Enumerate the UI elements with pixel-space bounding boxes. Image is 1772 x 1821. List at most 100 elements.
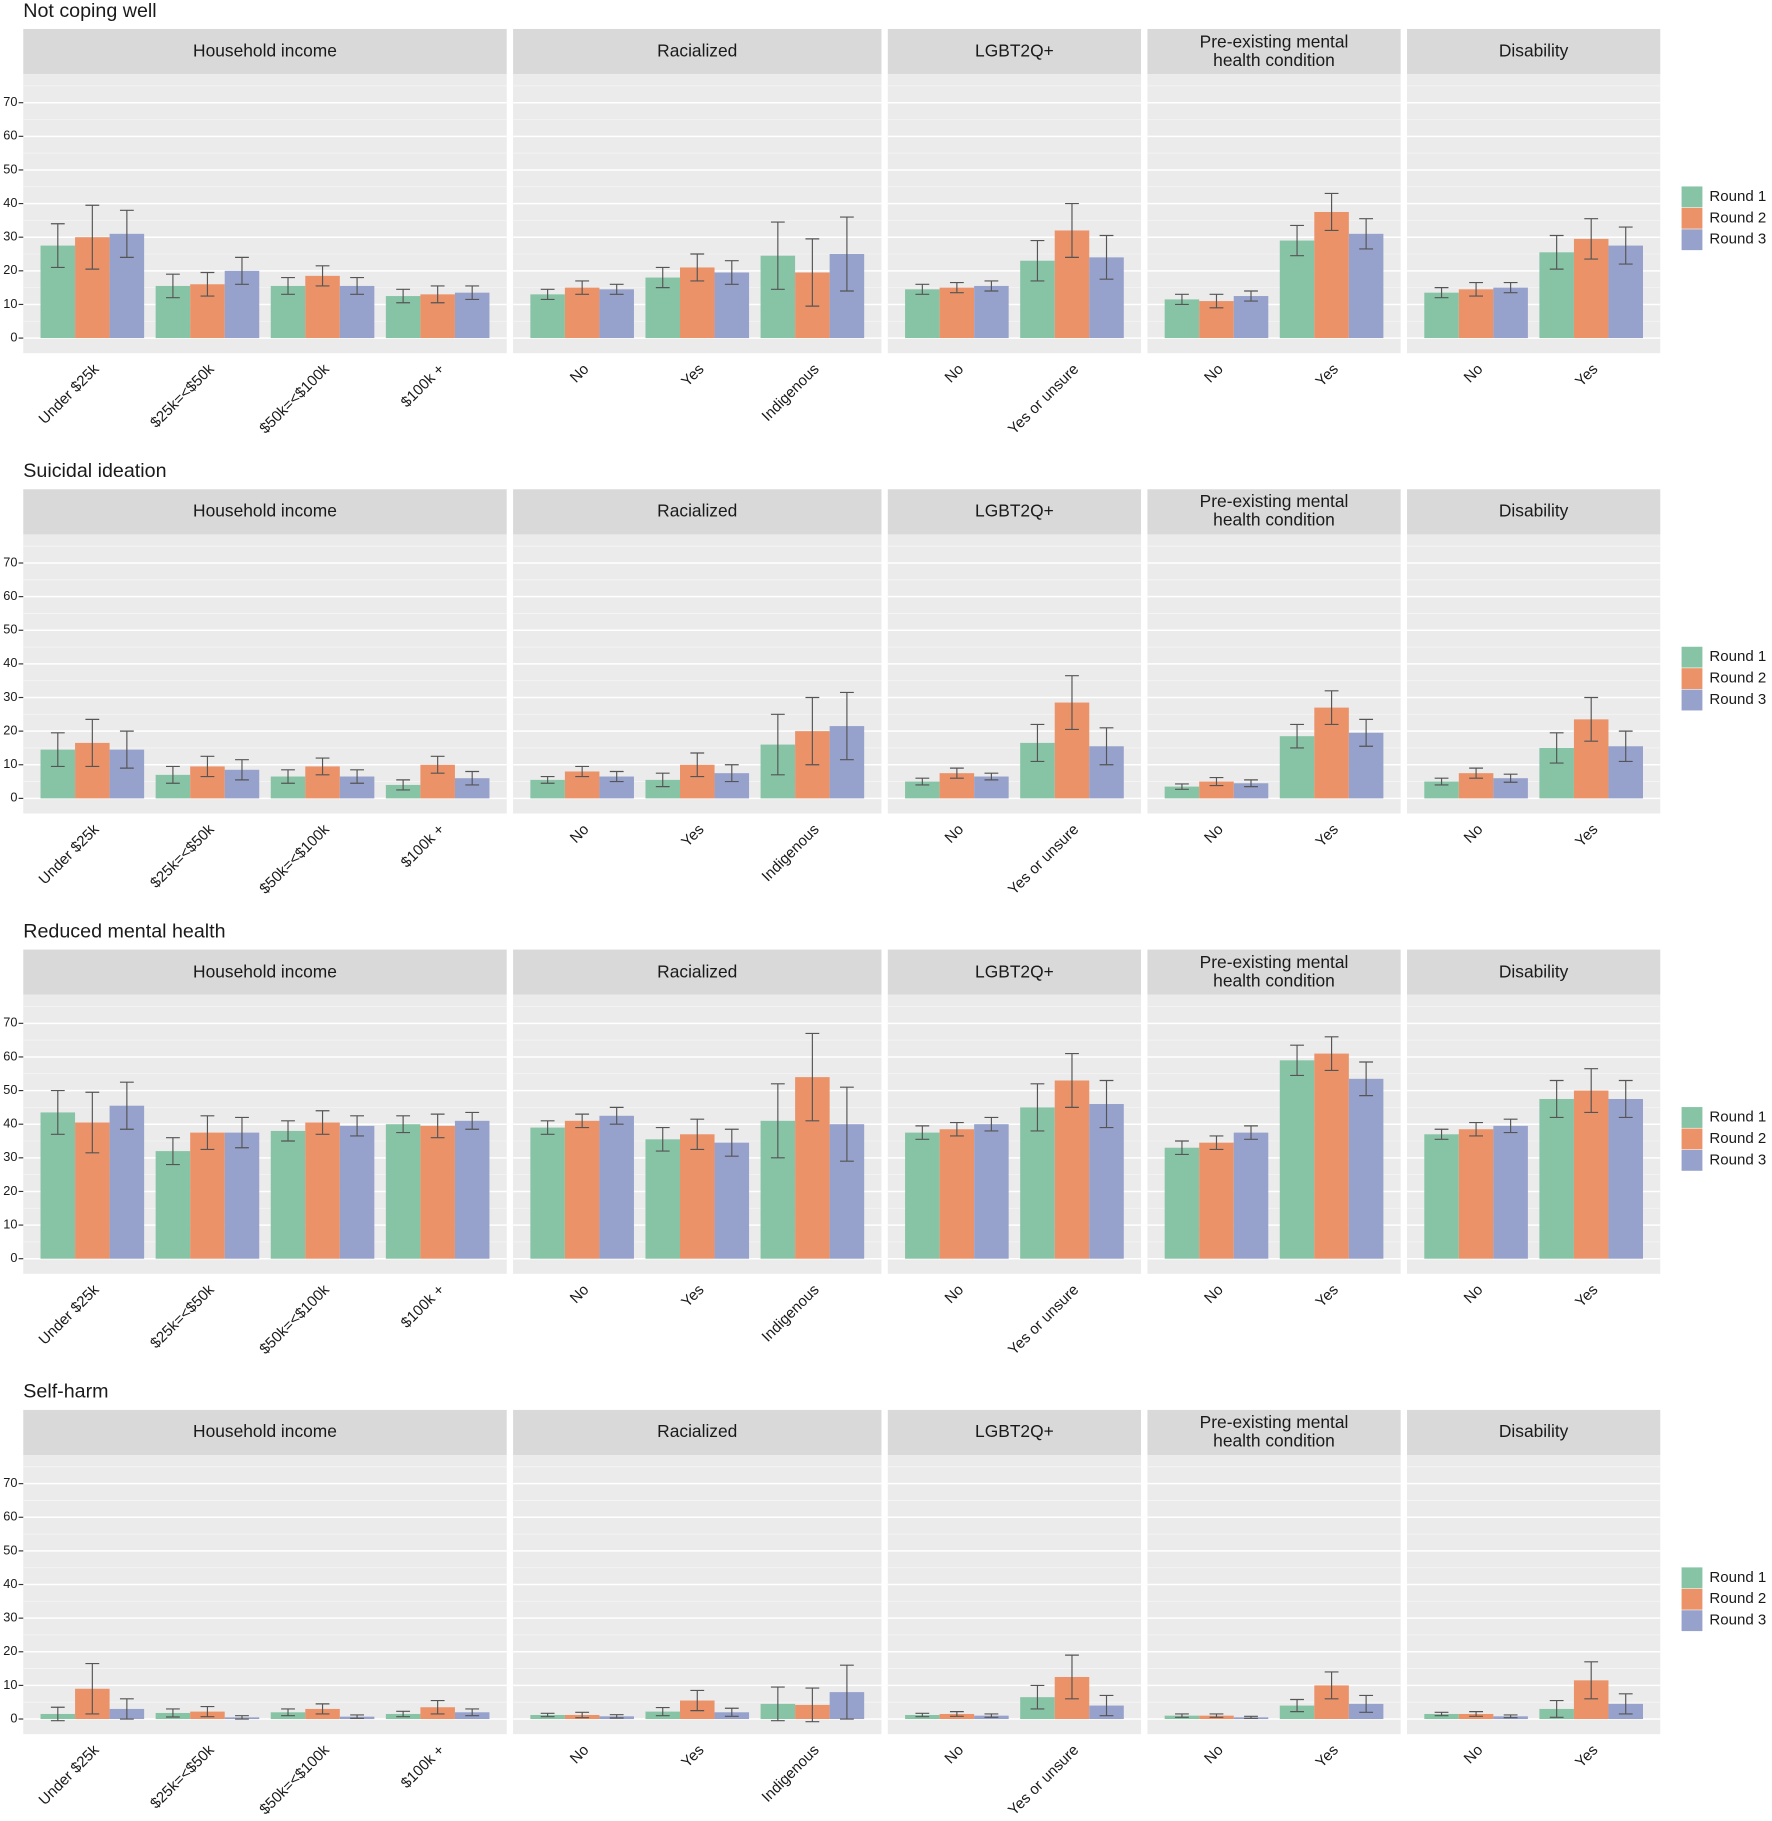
x-tick-label: $50k=<$100k xyxy=(256,1281,333,1358)
x-tick-label: No xyxy=(942,361,968,387)
bar xyxy=(1233,1132,1269,1259)
error-bar xyxy=(1030,239,1045,282)
bar xyxy=(270,776,306,799)
error-bar xyxy=(1469,1711,1483,1717)
x-tick-label: Yes xyxy=(1312,1742,1341,1771)
error-bar xyxy=(1618,1693,1633,1715)
x-tick-label: Yes xyxy=(1572,361,1601,390)
legend-label: Round 1 xyxy=(1709,1108,1766,1125)
error-bar xyxy=(770,1083,785,1159)
error-bar xyxy=(1324,690,1339,725)
error-bar xyxy=(166,1708,180,1718)
bar xyxy=(974,1124,1009,1259)
bar xyxy=(1314,211,1349,339)
error-bar xyxy=(1549,1079,1564,1119)
error-bar xyxy=(1359,718,1374,747)
facet-title: Racialized xyxy=(657,961,738,982)
bar xyxy=(1233,296,1269,339)
error-bar xyxy=(540,1120,555,1135)
error-bar xyxy=(1324,1036,1339,1071)
facet-title: LGBT2Q+ xyxy=(975,501,1054,522)
x-tick-label: Under $25k xyxy=(36,821,103,888)
x-tick-label: Yes xyxy=(678,361,707,390)
error-bar xyxy=(805,1687,820,1723)
chart-title: Not coping well xyxy=(23,0,156,22)
bar xyxy=(454,1120,490,1259)
error-bar xyxy=(430,1699,445,1715)
facet-strip xyxy=(23,489,507,535)
bar xyxy=(1233,783,1269,799)
facet-strip xyxy=(1147,489,1401,535)
y-tick-label: 60 xyxy=(3,588,17,603)
error-bar xyxy=(1434,287,1449,299)
facet-title: Racialized xyxy=(657,501,738,522)
x-tick-label: Indigenous xyxy=(759,821,823,885)
x-tick-label: Under $25k xyxy=(36,1281,103,1348)
error-bar xyxy=(1065,1053,1079,1108)
x-tick-label: Yes xyxy=(678,1281,707,1310)
facet-title: Disability xyxy=(1498,1422,1569,1442)
bar xyxy=(974,285,1009,339)
y-tick-label: 70 xyxy=(3,1015,17,1030)
facet-strip-label: Disability xyxy=(1499,42,1568,61)
error-bar xyxy=(119,1698,134,1720)
error-bar xyxy=(1549,732,1564,764)
legend-label: Round 3 xyxy=(1709,691,1766,708)
x-tick-label: Under $25k xyxy=(36,1741,103,1808)
error-bar xyxy=(281,1120,295,1142)
panel xyxy=(513,1455,882,1735)
panel xyxy=(887,1455,1142,1735)
legend-key xyxy=(1681,646,1703,668)
x-tick-label: $100k + xyxy=(398,1281,448,1331)
x-tick-label: No xyxy=(1461,1281,1487,1307)
chart-title: Self-harm xyxy=(23,1381,108,1403)
error-bar xyxy=(575,1711,590,1719)
error-bar xyxy=(350,276,364,295)
error-bar xyxy=(724,764,739,783)
y-tick-label: 60 xyxy=(3,1048,17,1063)
error-bar xyxy=(396,779,411,791)
error-bar xyxy=(1503,1714,1518,1719)
y-tick-label: 50 xyxy=(3,622,17,637)
error-bar xyxy=(915,1125,930,1140)
error-bar xyxy=(724,260,739,285)
bar xyxy=(339,1125,375,1259)
facet-title: Disability xyxy=(1498,501,1569,522)
bar xyxy=(305,1122,340,1259)
bar xyxy=(905,289,940,339)
legend-key xyxy=(1681,689,1703,711)
bar xyxy=(109,1105,145,1259)
facet-strip-label: Disability xyxy=(1498,1422,1569,1442)
error-bar xyxy=(915,283,930,295)
facet-strip-label: Racialized xyxy=(657,42,737,61)
bar xyxy=(1493,778,1528,799)
bar xyxy=(1458,289,1494,339)
legend-key xyxy=(1681,1107,1703,1128)
legend-key xyxy=(1681,229,1703,251)
error-bar xyxy=(540,288,555,300)
error-bar xyxy=(949,282,964,294)
error-bar xyxy=(50,1706,65,1722)
error-bar xyxy=(1290,224,1304,257)
x-tick-label: Indigenous xyxy=(759,1281,823,1345)
bar xyxy=(1424,1713,1459,1720)
error-bar xyxy=(85,1091,100,1154)
facet-strip-label: LGBT2Q+ xyxy=(975,42,1054,61)
error-bar xyxy=(1290,1044,1304,1077)
error-bar xyxy=(1175,1713,1189,1718)
error-bar xyxy=(281,276,295,295)
error-bar xyxy=(281,769,295,784)
y-tick-label: 30 xyxy=(3,1149,17,1164)
error-bar xyxy=(724,1128,739,1157)
error-bar xyxy=(1469,1121,1483,1137)
chart-title: Suicidal ideation xyxy=(23,460,166,482)
x-tick-label: No xyxy=(1201,1281,1227,1307)
bar xyxy=(974,776,1009,799)
error-bar xyxy=(396,1115,411,1134)
y-tick-label: 60 xyxy=(3,128,17,143)
bar xyxy=(1279,240,1315,339)
error-bar xyxy=(1503,1118,1518,1134)
error-bar xyxy=(396,1710,411,1718)
y-tick-label: 40 xyxy=(3,1116,17,1131)
